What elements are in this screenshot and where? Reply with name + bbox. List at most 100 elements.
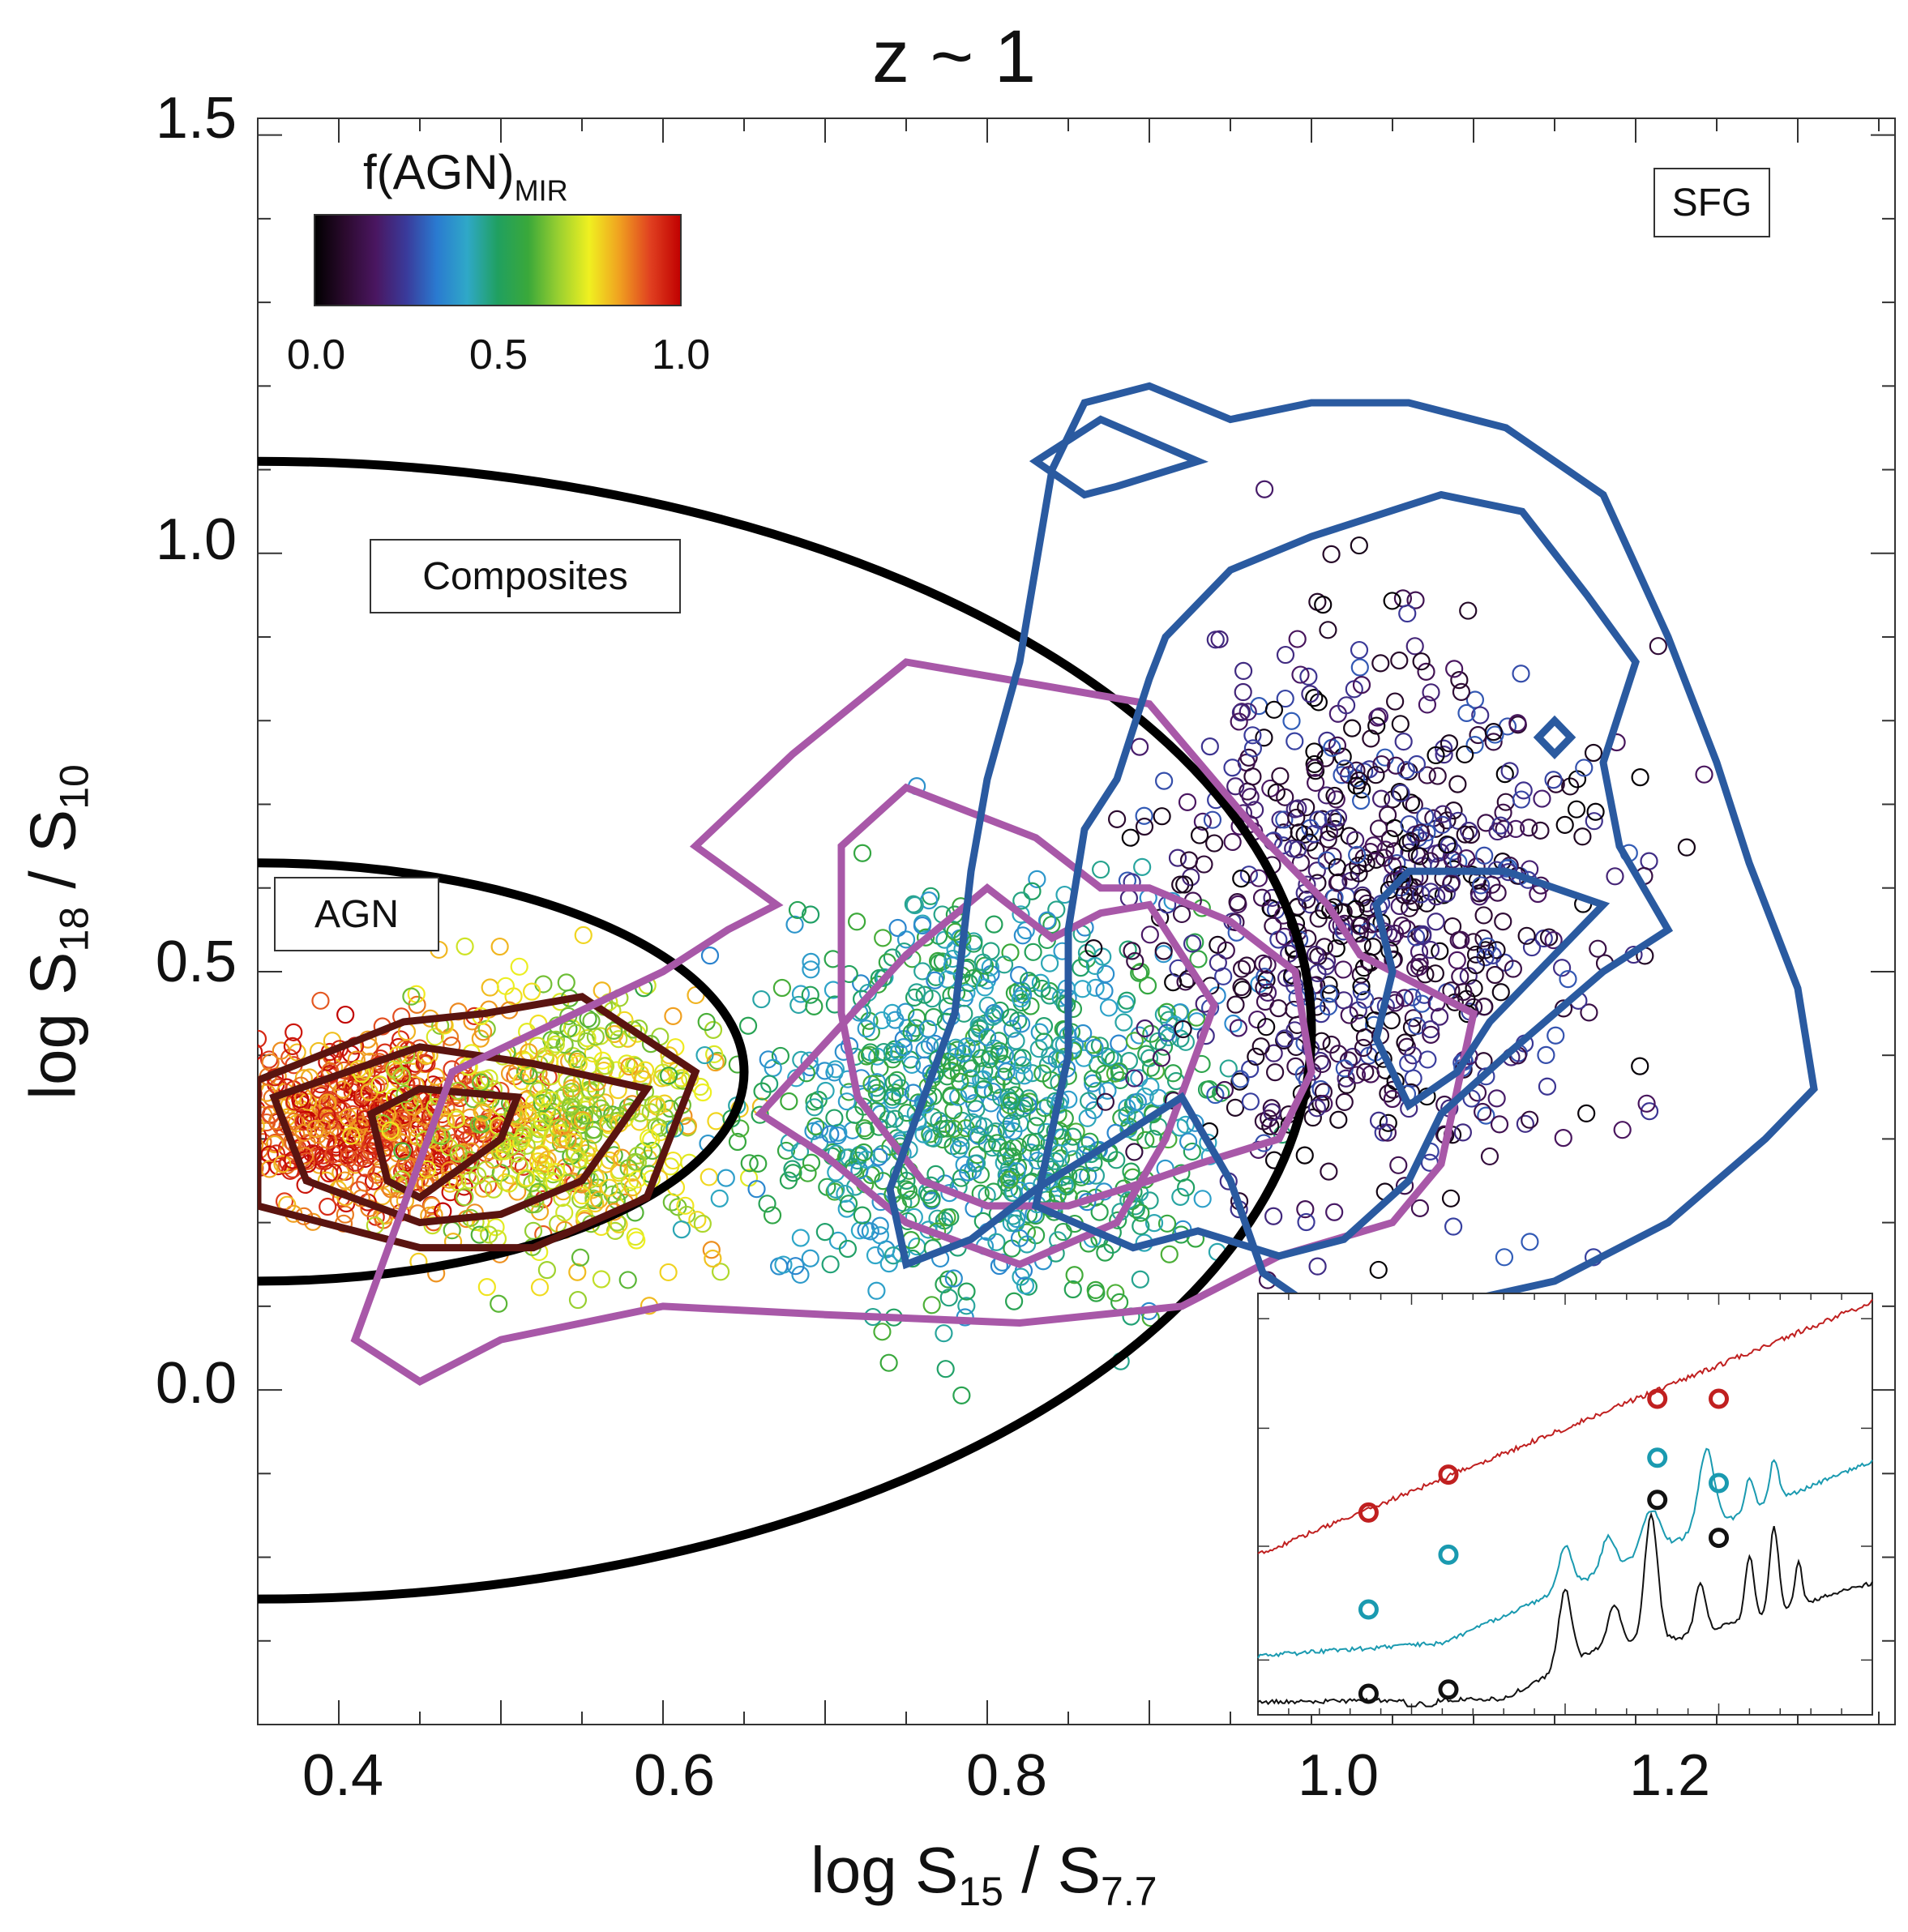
data-point <box>978 996 997 1015</box>
data-point <box>922 1296 941 1314</box>
data-point <box>306 1119 325 1139</box>
data-point <box>1585 812 1603 831</box>
data-point <box>806 1117 825 1135</box>
data-point <box>1456 825 1474 844</box>
data-point <box>311 991 330 1010</box>
composites-contour <box>350 658 1478 1386</box>
data-point <box>1282 712 1301 730</box>
data-point <box>1677 838 1696 857</box>
data-point <box>267 1144 285 1163</box>
data-point <box>468 1166 487 1185</box>
data-point <box>1418 766 1436 784</box>
data-point <box>570 1150 588 1169</box>
data-point <box>319 1093 337 1112</box>
data-point <box>894 1038 913 1057</box>
data-point <box>1431 942 1449 960</box>
data-point <box>546 1030 566 1049</box>
density-contours <box>258 382 1818 1386</box>
data-point <box>802 960 820 979</box>
data-point <box>935 1324 953 1343</box>
colorbar-label: f(AGN)MIR <box>363 145 568 207</box>
data-point <box>1085 1038 1104 1058</box>
data-point <box>1084 939 1103 958</box>
data-point <box>561 1097 580 1116</box>
data-point <box>1427 746 1445 765</box>
data-point <box>339 1149 357 1168</box>
data-point <box>1003 1019 1022 1038</box>
data-point <box>517 1136 536 1155</box>
data-point <box>826 1060 845 1079</box>
data-point <box>236 1121 252 1137</box>
data-point <box>1554 1129 1572 1148</box>
data-point <box>236 1077 252 1093</box>
data-point <box>258 1087 259 1096</box>
data-point <box>177 1095 193 1111</box>
agn-region-ellipse <box>258 858 749 1286</box>
data-point <box>1537 1045 1555 1064</box>
data-point <box>1327 939 1345 958</box>
data-point <box>1486 965 1504 985</box>
data-point <box>1364 836 1383 855</box>
data-point <box>1123 942 1141 960</box>
data-point <box>1552 959 1572 977</box>
data-point <box>1243 726 1262 745</box>
data-point <box>678 1117 698 1135</box>
data-point <box>700 947 720 965</box>
data-point <box>1337 1069 1355 1088</box>
data-point <box>1337 696 1356 715</box>
data-point <box>272 1041 290 1060</box>
data-point <box>988 1134 1007 1152</box>
data-point <box>1405 796 1423 814</box>
data-point <box>1383 1089 1402 1109</box>
data-point <box>393 1142 412 1160</box>
data-point <box>1154 942 1173 960</box>
data-point <box>1348 845 1367 864</box>
data-point <box>1466 945 1486 964</box>
data-point <box>1183 1142 1201 1161</box>
data-point <box>219 1087 235 1103</box>
data-point <box>1096 1092 1115 1111</box>
data-point <box>1084 1036 1102 1054</box>
data-point <box>1352 977 1371 996</box>
data-point <box>861 1222 879 1241</box>
data-point <box>1058 1175 1076 1194</box>
data-point <box>1140 1049 1159 1067</box>
composite-band-marker <box>1358 1599 1379 1620</box>
data-point <box>456 1188 474 1207</box>
data-point <box>1350 536 1368 555</box>
data-point <box>1223 759 1242 777</box>
data-point <box>873 1011 892 1030</box>
data-point <box>1547 1026 1565 1045</box>
data-point <box>273 1155 292 1173</box>
data-point <box>414 1108 433 1126</box>
data-point <box>1098 1081 1117 1100</box>
data-point <box>999 1160 1018 1178</box>
data-point <box>1086 1280 1105 1300</box>
data-point <box>973 953 992 972</box>
data-point <box>1243 739 1263 758</box>
data-point <box>1369 819 1388 838</box>
data-point <box>511 1132 530 1151</box>
data-point <box>916 928 935 947</box>
data-point <box>643 1141 662 1160</box>
data-point <box>1350 658 1369 677</box>
data-point <box>599 1113 618 1133</box>
data-point <box>1589 939 1607 958</box>
data-point <box>1322 1035 1341 1054</box>
data-point <box>1266 1063 1285 1082</box>
data-point <box>1444 801 1463 820</box>
data-point <box>1469 725 1487 745</box>
data-point <box>1400 814 1418 834</box>
data-point <box>1520 819 1538 837</box>
data-point <box>1271 767 1290 785</box>
data-point <box>523 982 541 1001</box>
data-point <box>1484 733 1503 751</box>
data-point <box>619 1159 638 1178</box>
data-point <box>867 1281 886 1300</box>
data-point <box>1215 1080 1234 1100</box>
data-point <box>1514 781 1533 800</box>
data-point <box>537 1260 556 1280</box>
data-point <box>1012 1015 1031 1033</box>
data-point <box>896 930 916 949</box>
